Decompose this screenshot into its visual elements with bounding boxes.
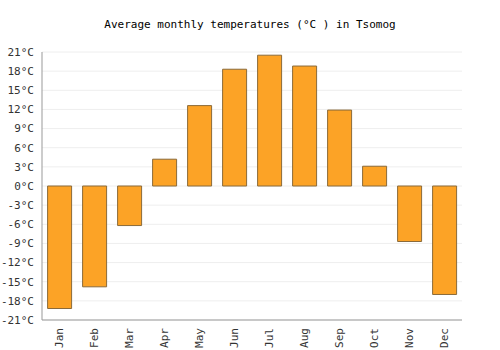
svg-text:Sep: Sep [333,328,346,348]
svg-text:Jul: Jul [263,328,276,348]
svg-text:-12°C: -12°C [8,256,34,269]
svg-text:Feb: Feb [88,328,101,348]
svg-text:Apr: Apr [158,328,171,348]
svg-text:Mar: Mar [123,328,136,348]
svg-text:6°C: 6°C [14,142,34,155]
svg-text:Dec: Dec [438,328,451,348]
svg-text:9°C: 9°C [14,122,34,135]
svg-text:-6°C: -6°C [8,218,34,231]
svg-text:-18°C: -18°C [8,295,34,308]
svg-text:21°C: 21°C [8,46,34,59]
svg-text:3°C: 3°C [14,161,34,174]
svg-text:-15°C: -15°C [8,276,34,289]
html-text:Average monthly temperatures (: Average monthly temperatures (°C ) in Ts… [104,18,396,31]
svg-text:-21°C: -21°C [8,314,34,327]
svg-text:-3°C: -3°C [8,199,34,212]
svg-text:12°C: 12°C [8,103,34,116]
svg-text:18°C: 18°C [8,65,34,78]
svg-text:Nov: Nov [403,328,416,348]
svg-text:May: May [193,328,206,348]
svg-text:Oct: Oct [368,328,381,348]
svg-text:0°C: 0°C [14,180,34,193]
svg-text:-9°C: -9°C [8,237,34,250]
svg-text:Jun: Jun [228,328,241,348]
svg-text:15°C: 15°C [8,84,34,97]
svg-text:Aug: Aug [298,328,311,348]
svg-text:Jan: Jan [53,328,66,348]
